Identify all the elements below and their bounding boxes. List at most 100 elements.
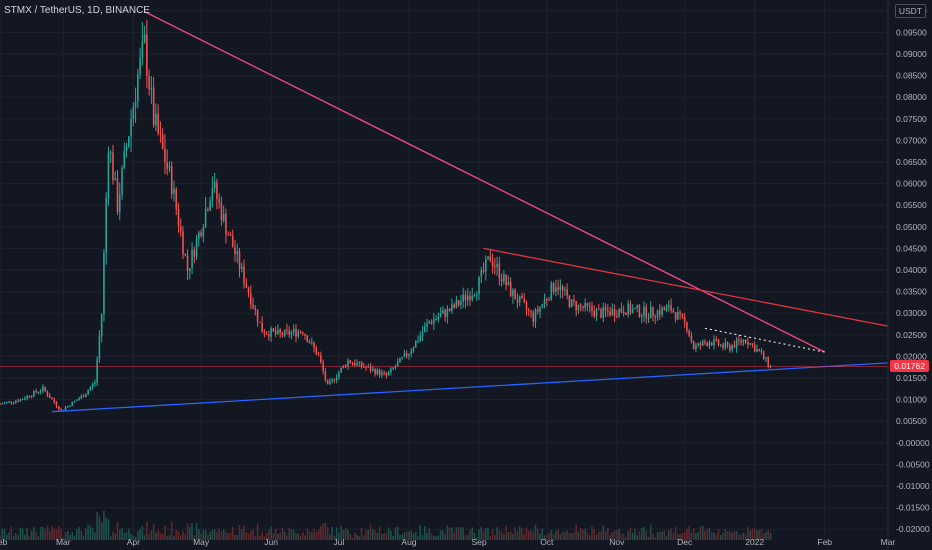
candle-body xyxy=(387,372,390,376)
volume-bar xyxy=(238,525,241,540)
candle-body xyxy=(509,282,512,297)
volume-bar xyxy=(442,530,444,540)
volume-bar xyxy=(491,529,494,540)
x-tick-label: Jun xyxy=(264,537,278,547)
candle-body xyxy=(8,401,10,403)
candle-body xyxy=(480,270,483,277)
candle-body xyxy=(247,287,250,294)
volume-bar xyxy=(134,536,137,540)
volume-bar xyxy=(446,525,449,540)
candle-body xyxy=(277,329,279,334)
volume-bar xyxy=(729,531,731,540)
volume-bar xyxy=(369,524,372,540)
candle-body xyxy=(634,308,636,310)
volume-bar xyxy=(19,527,22,540)
candle-body xyxy=(193,249,196,257)
volume-bar xyxy=(274,528,277,540)
candle-body xyxy=(164,148,166,163)
volume-bar xyxy=(769,532,772,540)
volume-bar xyxy=(46,525,49,540)
volume-bar xyxy=(487,527,489,540)
symbol-title[interactable]: STMX / TetherUS, 1D, BINANCE xyxy=(4,5,150,16)
candle-body xyxy=(324,371,327,380)
currency-badge[interactable]: USDT xyxy=(894,4,926,18)
trendlines[interactable] xyxy=(0,11,889,413)
candle-body xyxy=(591,306,593,312)
volume-bar xyxy=(643,526,645,540)
volume-bar xyxy=(279,532,281,540)
candle-body xyxy=(252,304,254,308)
volume-bar xyxy=(372,529,374,540)
candle-body xyxy=(146,34,148,77)
candle-body xyxy=(701,341,704,346)
volume-bar xyxy=(166,535,168,540)
candle-body xyxy=(292,328,295,333)
candle-body xyxy=(724,342,727,348)
candle-body xyxy=(87,390,89,395)
candle-body xyxy=(1,403,4,405)
candle-body xyxy=(26,395,28,399)
candle-body xyxy=(184,254,187,256)
candle-body xyxy=(740,340,742,343)
candles xyxy=(0,19,772,412)
volume-bar xyxy=(202,530,205,540)
candle-body xyxy=(469,295,471,300)
candle-body xyxy=(466,295,469,301)
candle-body xyxy=(107,152,110,198)
volume-bar xyxy=(742,533,745,540)
volume-bar xyxy=(489,536,492,540)
volume-bar xyxy=(600,531,602,540)
candle-body xyxy=(394,366,397,368)
candle-body xyxy=(658,310,661,315)
candle-body xyxy=(369,366,372,371)
candle-body xyxy=(414,340,417,348)
candle-body xyxy=(279,329,281,334)
volume-bar xyxy=(439,530,442,540)
candle-body xyxy=(301,332,304,335)
volume-bar xyxy=(220,531,223,540)
time-axis[interactable]: Feb Mar Apr May Jun Jul Aug Sep Oct Nov Dec 2022 Feb… xyxy=(0,537,895,547)
y-tick-label: 0.04000 xyxy=(896,265,927,275)
volume-bar xyxy=(26,528,28,540)
volume-bar xyxy=(73,535,76,540)
volume-bar xyxy=(168,535,171,540)
volume-bar xyxy=(175,529,178,540)
candle-body xyxy=(265,333,268,335)
candle-body xyxy=(326,379,329,385)
volume-bar xyxy=(254,536,257,540)
candle-body xyxy=(715,339,718,341)
candle-body xyxy=(229,235,232,237)
candle-body xyxy=(286,329,288,331)
candle-body xyxy=(283,329,286,336)
candle-body xyxy=(179,225,182,232)
volume-bar xyxy=(552,534,555,540)
dotted-trendline xyxy=(704,327,825,353)
volume-bar xyxy=(317,529,320,540)
candle-body xyxy=(132,106,135,120)
candle-body xyxy=(421,332,424,336)
volume-bar xyxy=(756,530,758,540)
candle-body xyxy=(256,309,259,322)
candle-body xyxy=(498,263,501,279)
candle-body xyxy=(274,331,277,334)
candle-body xyxy=(722,344,724,348)
volume-bar xyxy=(390,530,392,540)
volume-bar xyxy=(453,532,455,540)
candle-body xyxy=(446,308,449,318)
volume-bar xyxy=(399,534,401,540)
candle-body xyxy=(191,249,193,269)
candle-body xyxy=(747,342,749,345)
candle-body xyxy=(392,367,394,369)
candle-body xyxy=(595,308,598,317)
volume-bar xyxy=(8,532,10,540)
x-tick-label: Feb xyxy=(0,537,8,547)
candle-body xyxy=(317,354,320,356)
candle-body xyxy=(503,274,505,282)
volume-bar xyxy=(245,532,248,540)
price-axis[interactable]: 0.100000.095000.090000.085000.080000.075… xyxy=(896,6,930,534)
volume-bar xyxy=(555,531,557,540)
candle-body xyxy=(534,309,537,322)
candle-body xyxy=(288,330,291,335)
candle-body xyxy=(98,335,101,360)
